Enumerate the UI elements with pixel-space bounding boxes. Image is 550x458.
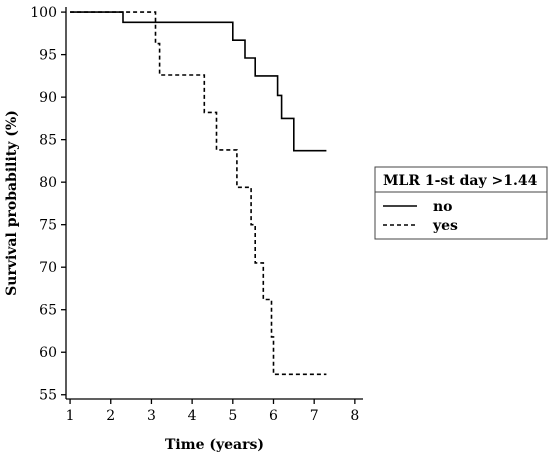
x-ticks: 1 2 3 4 5 6 7 8: [66, 399, 359, 424]
legend-entry-yes: yes: [432, 218, 458, 234]
plot-lines: [70, 11, 327, 376]
x-tick-label: 1: [66, 408, 75, 424]
y-axis-label: Survival probability (%): [4, 110, 20, 296]
x-tick-label: 4: [188, 408, 197, 424]
x-axis-label: Time (years): [165, 437, 264, 453]
legend-box: [374, 166, 548, 240]
y-ticks: 55 60 65 70 75 80 85 90 95 100: [30, 5, 66, 404]
legend-entry-no: no: [433, 199, 453, 215]
y-tick-label: 65: [39, 303, 57, 319]
y-tick-label: 55: [39, 388, 57, 404]
legend: MLR 1-st day >1.44 no yes: [374, 166, 548, 240]
y-tick-label: 60: [39, 345, 57, 361]
y-tick-label: 80: [39, 175, 57, 191]
y-tick-label: 95: [39, 48, 57, 64]
legend-title: MLR 1-st day >1.44: [383, 173, 538, 189]
y-tick-label: 75: [39, 218, 57, 234]
x-tick-label: 3: [147, 408, 156, 424]
y-tick-label: 85: [39, 133, 57, 149]
series-line-yes: [70, 11, 327, 376]
x-tick-label: 6: [269, 408, 278, 424]
y-tick-label: 100: [30, 5, 57, 21]
y-tick-label: 70: [39, 260, 57, 276]
x-tick-label: 7: [310, 408, 319, 424]
x-tick-label: 8: [350, 408, 359, 424]
y-tick-label: 90: [39, 90, 57, 106]
series-line-no: [70, 11, 327, 152]
x-tick-label: 2: [106, 408, 115, 424]
x-tick-label: 5: [228, 408, 237, 424]
